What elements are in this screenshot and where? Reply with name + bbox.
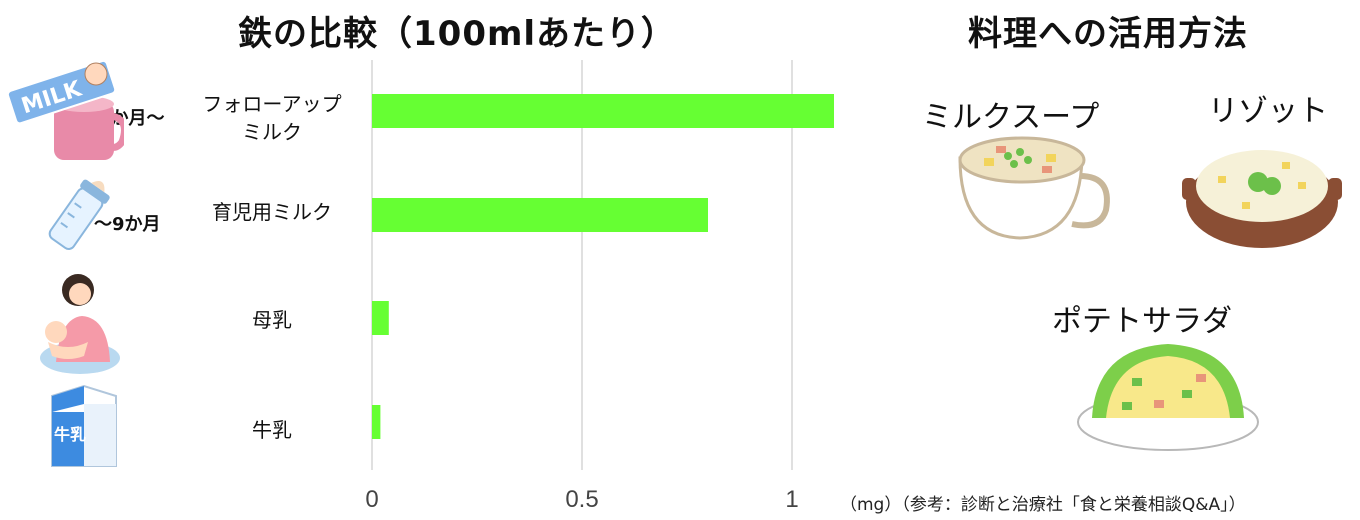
x-tick-label: 0.5 — [565, 486, 599, 513]
milk-carton-icon: 牛乳 — [51, 384, 117, 467]
bar-1 — [372, 198, 708, 232]
milk-soup-icon — [958, 136, 1110, 240]
dish-label-milk-soup: ミルクスープ — [922, 100, 1100, 135]
x-tick-label: 0 — [365, 486, 379, 513]
bar-2 — [372, 301, 389, 335]
dish-label-potato-salad: ポテトサラダ — [1052, 304, 1232, 339]
risotto-icon — [1182, 150, 1342, 248]
category-label-breast-milk: 母乳 — [252, 308, 292, 332]
mother-nursing-icon — [40, 274, 120, 374]
carton-label: 牛乳 — [54, 425, 86, 444]
category-label-follow-up-milk: フォローアップ ミルク — [202, 92, 342, 144]
category-label-cow-milk: 牛乳 — [252, 418, 292, 442]
side-panel-title: 料理への活用方法 — [968, 14, 1248, 54]
source-note: （mg）（参考：診断と治療社「食と栄養相談Q&A」） — [840, 495, 1246, 515]
baby-bottle-icon — [48, 179, 110, 250]
age-label-up-to-9-months: ～9か月 — [94, 214, 161, 235]
bar-3 — [372, 405, 381, 439]
milk-cup-icon: MILK — [6, 59, 124, 160]
chart-title: 鉄の比較（100mlあたり） — [238, 14, 677, 54]
potato-salad-icon — [1077, 344, 1259, 451]
dish-label-risotto: リゾット — [1208, 94, 1328, 129]
x-tick-label: 1 — [785, 486, 799, 513]
category-label-infant-formula: 育児用ミルク — [212, 200, 332, 224]
bar-0 — [372, 94, 834, 128]
